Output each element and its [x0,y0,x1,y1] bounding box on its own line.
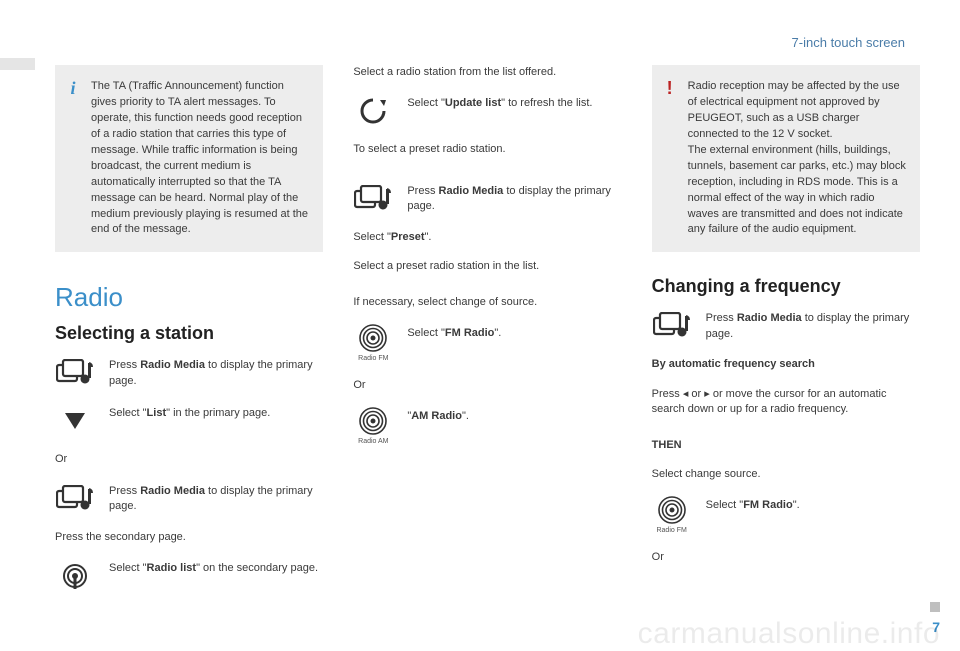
step-text: Press Radio Media to display the primary… [109,356,323,389]
step-update-list: Select "Update list" to refresh the list… [353,94,621,128]
column-2: Select a radio station from the list off… [353,65,621,619]
step-text: Press Radio Media to display the primary… [109,482,323,515]
info-icon: i [65,75,81,101]
warning-box: ! Radio reception may be affected by the… [652,65,920,252]
t: Select " [407,327,445,339]
step-radio-media-2: Press Radio Media to display the primary… [55,482,323,516]
warning-icon: ! [662,75,678,101]
info-box-text: The TA (Traffic Announcement) function g… [91,79,309,238]
step-text: Press Radio Media to display the primary… [706,309,920,342]
t: Radio Media [737,312,802,324]
radio-media-icon [353,182,393,216]
t: ". [462,410,469,422]
radio-am-icon: Radio AM [353,407,393,447]
t: ". [793,499,800,511]
caption: Radio FM [656,526,686,536]
t: ". [494,327,501,339]
or-label: Or [353,378,621,393]
step-text: Select "Radio list" on the secondary pag… [109,559,323,576]
step-radio-media-4: Press Radio Media to display the primary… [652,309,920,343]
step-text: Press Radio Media to display the primary… [407,182,621,215]
t: Select " [407,97,445,109]
refresh-icon [353,94,393,128]
line: If necessary, select change of source. [353,295,621,310]
step-radio-media-3: Press Radio Media to display the primary… [353,182,621,216]
line: By automatic frequency search [652,357,920,372]
column-1: i The TA (Traffic Announcement) function… [55,65,323,619]
caption: Radio FM [358,354,388,364]
t: Select " [109,407,147,419]
info-box: i The TA (Traffic Announcement) function… [55,65,323,252]
content-columns: i The TA (Traffic Announcement) function… [55,65,920,619]
step-text: Select "FM Radio". [706,496,920,513]
step-fm-radio: Radio FM Select "FM Radio". [353,324,621,364]
step-am-radio: Radio AM "AM Radio". [353,407,621,447]
step-radio-media-1: Press Radio Media to display the primary… [55,356,323,390]
t: Update list [445,97,501,109]
or-label: Or [652,550,920,565]
column-3: ! Radio reception may be affected by the… [652,65,920,619]
radio-media-icon [55,356,95,390]
antenna-icon [55,559,95,593]
step-radio-list: Select "Radio list" on the secondary pag… [55,559,323,593]
t: Radio Media [439,185,504,197]
header-title: 7-inch touch screen [792,35,905,50]
triangle-down-icon [55,404,95,438]
step-fm-radio-2: Radio FM Select "FM Radio". [652,496,920,536]
t: Preset [391,231,425,243]
line: To select a preset radio station. [353,142,621,157]
t: " in the primary page. [166,407,270,419]
or-label: Or [55,452,323,467]
t: Press [706,312,737,324]
line: Select "Preset". [353,230,621,245]
warning-box-text: Radio reception may be affected by the u… [688,79,906,238]
page-marker-icon [930,602,940,612]
step-text: Select "Update list" to refresh the list… [407,94,621,111]
step-text: "AM Radio". [407,407,621,424]
t: " to refresh the list. [501,97,592,109]
t: ". [425,231,432,243]
t: List [147,407,167,419]
line: Select a preset radio station in the lis… [353,259,621,274]
t: Press [109,359,140,371]
watermark: carmanualsonline.info [638,617,940,651]
t: Select " [353,231,391,243]
step-text: Select "List" in the primary page. [109,404,323,421]
t: FM Radio [445,327,495,339]
t: Radio Media [140,359,205,371]
t: Select " [706,499,744,511]
t: Press [407,185,438,197]
line: Press ◂ or ▸ or move the cursor for an a… [652,387,920,418]
radio-fm-icon: Radio FM [353,324,393,364]
line: Press the secondary page. [55,530,323,545]
subsection-title: Selecting a station [55,323,323,344]
section-title: Radio [55,282,323,313]
header-bar [0,58,35,70]
line: Select a radio station from the list off… [353,65,621,80]
radio-fm-icon: Radio FM [652,496,692,536]
radio-media-icon [652,309,692,343]
t: Radio list [147,562,197,574]
step-list: Select "List" in the primary page. [55,404,323,438]
step-text: Select "FM Radio". [407,324,621,341]
line: Select change source. [652,467,920,482]
t: Select " [109,562,147,574]
t: " on the secondary page. [196,562,318,574]
t: FM Radio [743,499,793,511]
t: Press [109,485,140,497]
subsection-title: Changing a frequency [652,276,920,297]
radio-media-icon [55,482,95,516]
caption: Radio AM [358,437,388,447]
t: AM Radio [411,410,462,422]
t: Radio Media [140,485,205,497]
then-label: THEN [652,438,920,453]
